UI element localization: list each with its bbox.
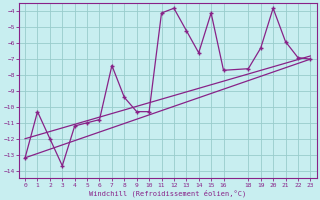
X-axis label: Windchill (Refroidissement éolien,°C): Windchill (Refroidissement éolien,°C) — [89, 189, 246, 197]
